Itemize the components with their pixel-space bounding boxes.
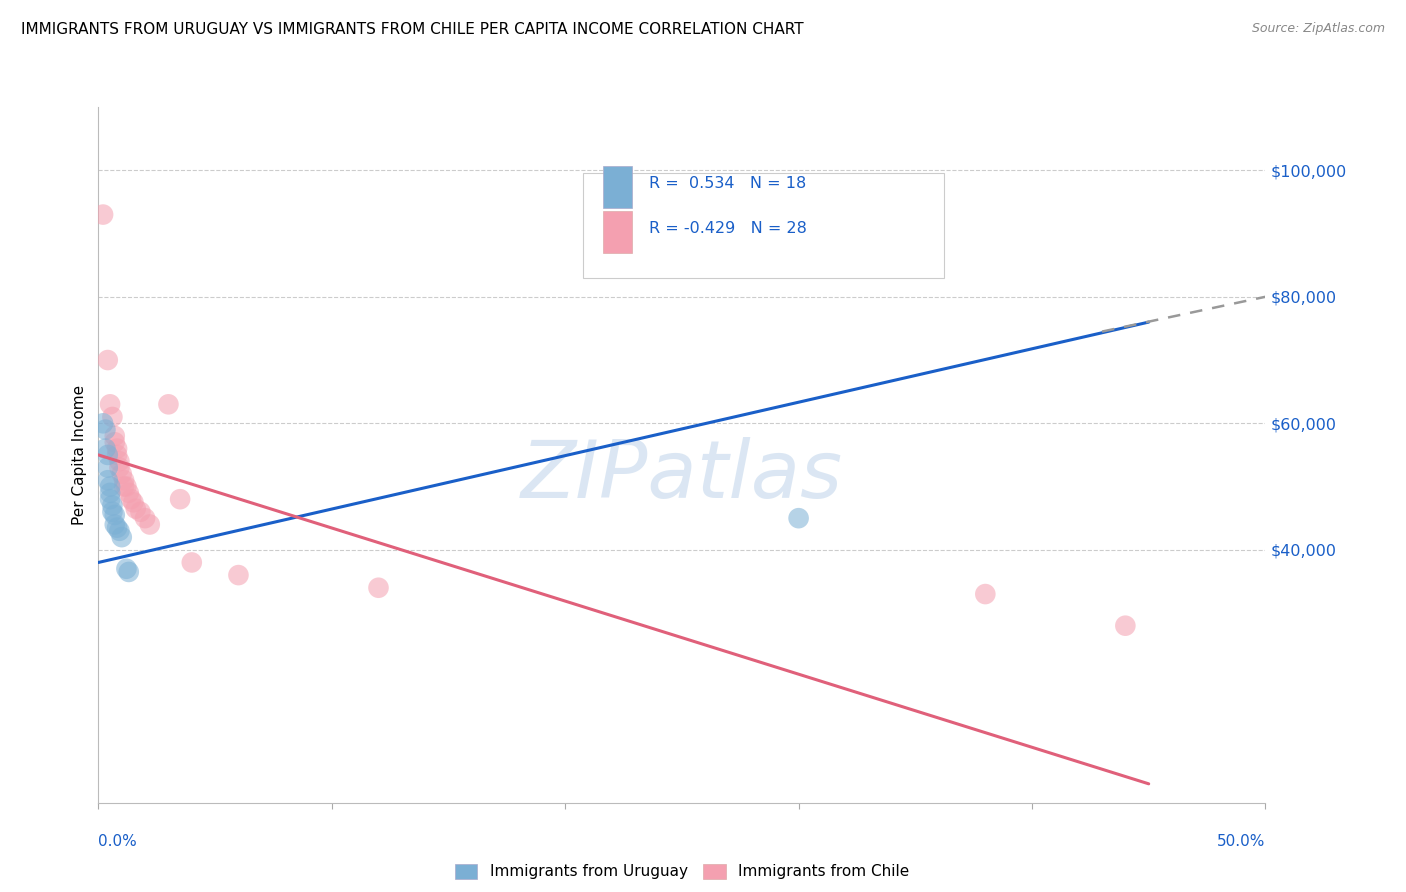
Point [91,417,114,431]
Point [91,208,114,222]
Y-axis label: Per Capita Income: Per Capita Income [72,384,87,525]
Point [112,473,135,487]
Point [122,495,145,509]
Text: R = -0.429   N = 28: R = -0.429 N = 28 [650,221,807,236]
Point [101,505,124,519]
FancyBboxPatch shape [603,211,631,253]
Point [97,460,120,475]
Point [118,486,141,500]
Text: 0.0%: 0.0% [98,834,138,849]
FancyBboxPatch shape [603,166,631,208]
Point [101,409,124,424]
Text: Source: ZipAtlas.com: Source: ZipAtlas.com [1251,22,1385,36]
Point [108,454,131,468]
Point [97,353,120,368]
Point [98,486,121,500]
Point [98,479,121,493]
Point [115,562,138,576]
Point [228,568,250,582]
Point [97,448,120,462]
Point [105,442,128,456]
Text: IMMIGRANTS FROM URUGUAY VS IMMIGRANTS FROM CHILE PER CAPITA INCOME CORRELATION C: IMMIGRANTS FROM URUGUAY VS IMMIGRANTS FR… [21,22,804,37]
Point [139,517,162,532]
Point [94,423,117,437]
Point [134,511,156,525]
Point [115,479,138,493]
Point [112,479,135,493]
Point [94,442,117,456]
Point [111,530,134,544]
Point [125,501,148,516]
Point [367,581,389,595]
Point [108,524,131,538]
FancyBboxPatch shape [582,173,945,277]
Point [180,556,202,570]
Point [118,565,141,579]
Point [97,473,120,487]
Point [104,517,127,532]
Point [98,492,121,507]
Point [98,397,121,411]
Text: 50.0%: 50.0% [1218,834,1265,849]
Text: ZIPatlas: ZIPatlas [520,437,844,515]
Legend: Immigrants from Uruguay, Immigrants from Chile: Immigrants from Uruguay, Immigrants from… [449,857,915,886]
Point [101,499,124,513]
Point [1114,618,1136,632]
Point [105,521,128,535]
Point [105,448,128,462]
Point [104,435,127,450]
Point [169,492,191,507]
Point [104,508,127,522]
Point [787,511,810,525]
Point [974,587,997,601]
Point [120,492,142,507]
Point [129,505,152,519]
Point [104,429,127,443]
Point [111,467,134,481]
Point [108,460,131,475]
Text: R =  0.534   N = 18: R = 0.534 N = 18 [650,176,807,191]
Point [904,258,927,272]
Point [157,397,180,411]
